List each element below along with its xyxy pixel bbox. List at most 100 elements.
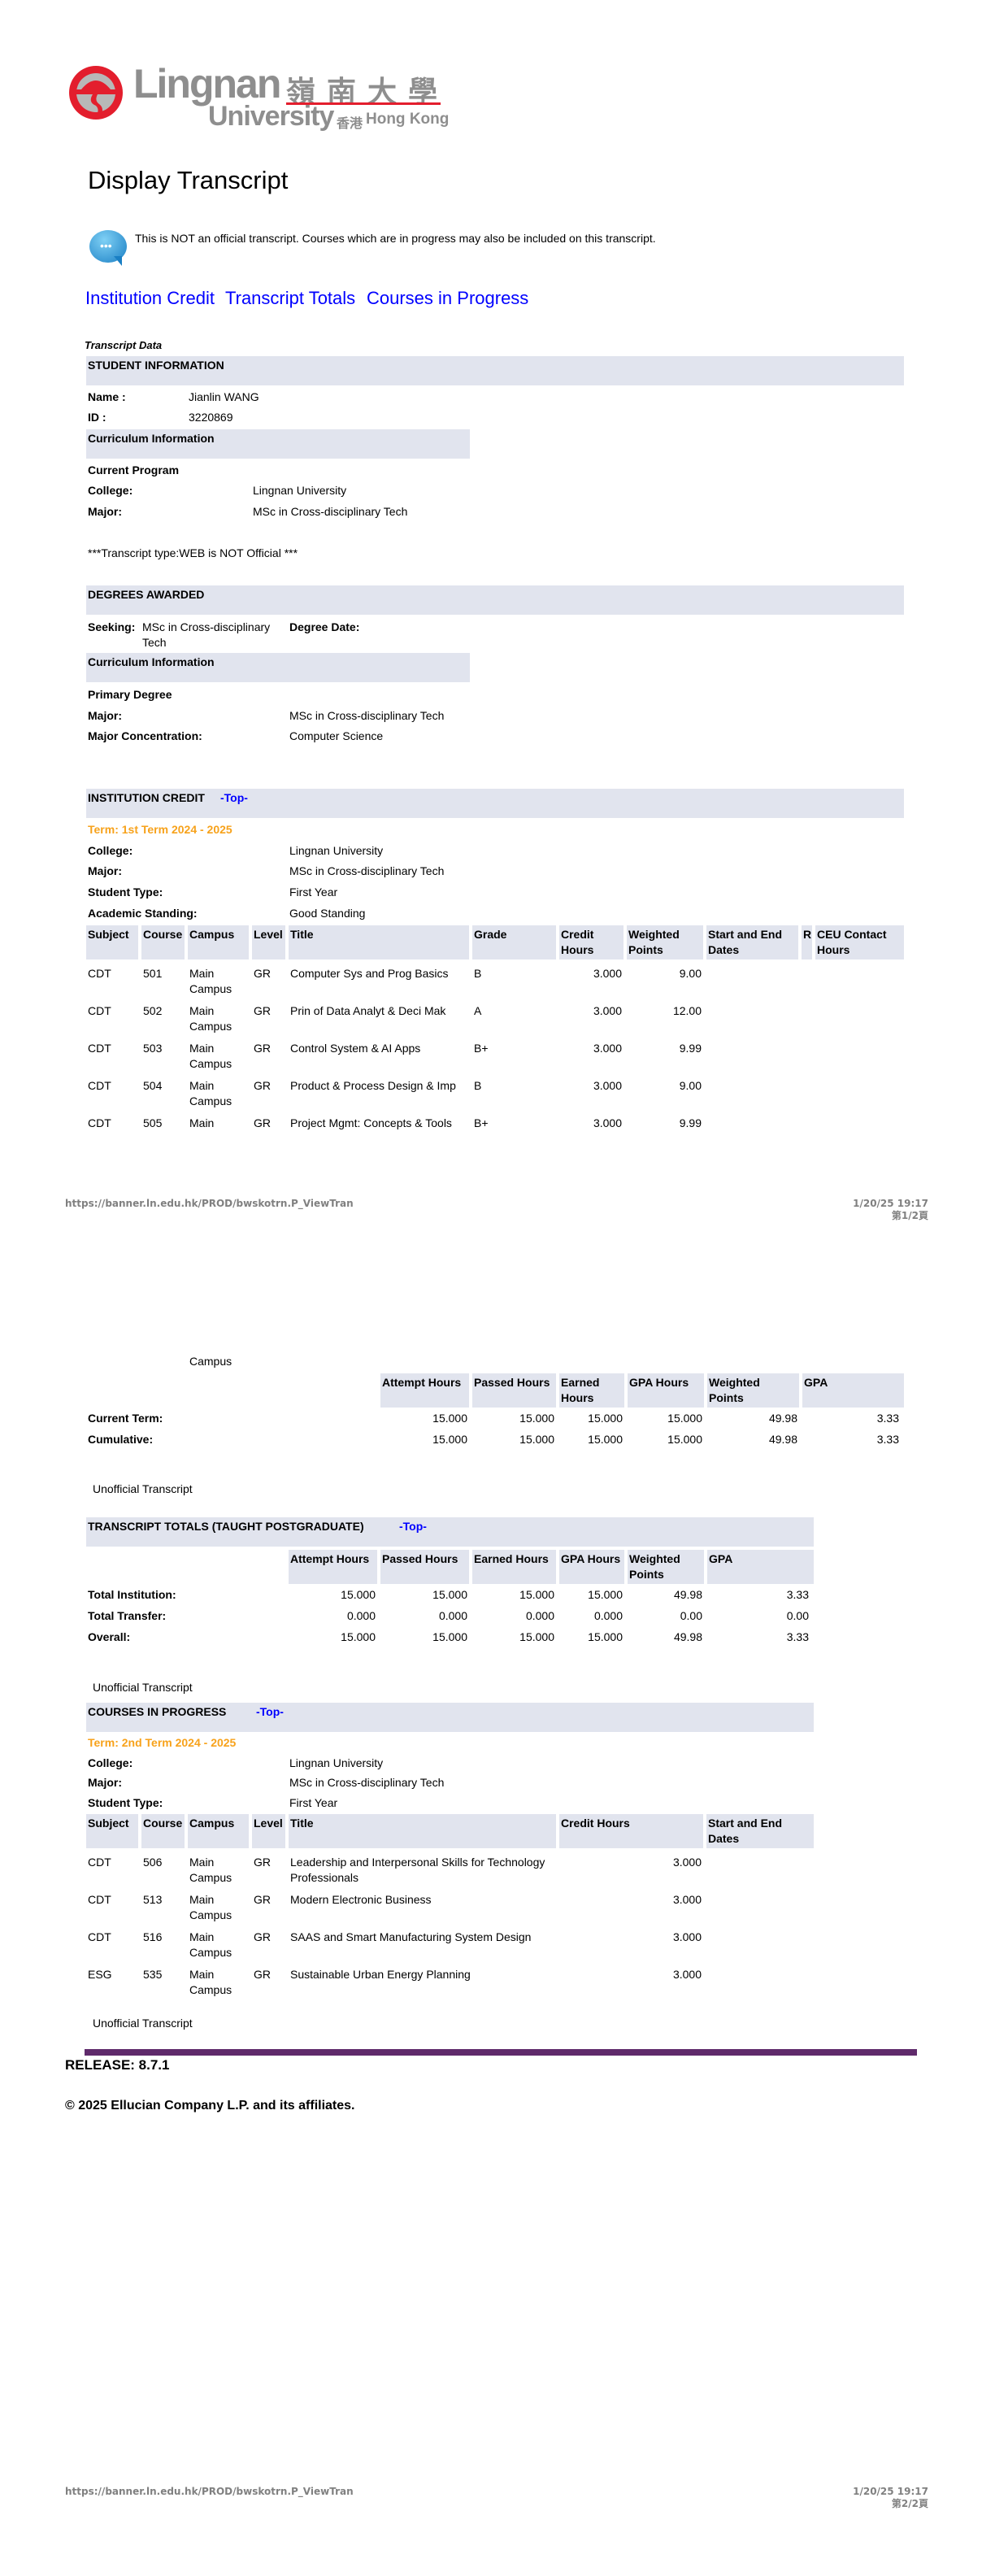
table-cell: Leadership and Interpersonal Skills for … (290, 1856, 545, 1884)
table-cell: 49.98 (768, 1433, 797, 1446)
table-cell: 3.33 (786, 1588, 809, 1601)
table-cell: B+ (474, 1116, 489, 1129)
logo-emblem-icon (69, 66, 123, 120)
column-header: Campus (188, 1814, 252, 1848)
table-cell: 503 (143, 1042, 163, 1055)
header-spacer (86, 1550, 289, 1584)
table-cell: 3.000 (593, 1079, 622, 1092)
degree-curriculum-header: Curriculum Information (86, 653, 470, 682)
table-cell (706, 959, 802, 997)
major-value: MSc in Cross-disciplinary Tech (253, 505, 408, 518)
top-link[interactable]: -Top- (220, 791, 248, 804)
table-cell (802, 997, 815, 1034)
cip-major-value: MSc in Cross-disciplinary Tech (289, 1776, 445, 1789)
table-cell: 15.000 (432, 1412, 467, 1425)
table-cell: 0.00 (680, 1609, 702, 1622)
table-cell: CDT (88, 1930, 111, 1943)
table-cell (802, 1034, 815, 1072)
table-cell: SAAS and Smart Manufacturing System Desi… (290, 1930, 532, 1943)
table-cell (706, 1960, 814, 1998)
degrees-awarded-header: DEGREES AWARDED (86, 585, 904, 615)
table-cell: Main Campus (189, 1930, 232, 1959)
table-cell: Main Campus (189, 1893, 232, 1921)
table-cell: 15.000 (588, 1433, 623, 1446)
top-link[interactable]: -Top- (399, 1520, 427, 1533)
column-header: Credit Hours (559, 1814, 706, 1848)
table-cell: Main Campus (189, 1004, 232, 1033)
transcript-totals-table: Attempt Hours Passed Hours Earned Hours GPA… (86, 1550, 814, 1647)
table-cell: GR (254, 1042, 271, 1055)
column-header: Title (289, 1814, 559, 1848)
transcript-type-note: ***Transcript type:WEB is NOT Official *… (88, 546, 298, 559)
table-cell (706, 1034, 802, 1072)
column-header: Subject (86, 1814, 141, 1848)
table-cell: CDT (88, 1116, 111, 1129)
table-row: Overall: 15.000 15.000 15.000 15.000 49.98 3.3… (86, 1626, 814, 1647)
table-cell: 15.000 (588, 1588, 623, 1601)
row-label: Current Term: (88, 1412, 163, 1425)
table-cell (802, 959, 815, 997)
table-cell: Product & Process Design & Imp (290, 1079, 456, 1092)
logo-sub: University (208, 101, 334, 132)
table-cell: GR (254, 1079, 271, 1092)
table-cell: CDT (88, 1856, 111, 1869)
term-label: Term: 1st Term 2024 - 2025 (88, 823, 232, 836)
logo-underline (286, 102, 441, 105)
table-cell (815, 1072, 904, 1109)
table-header-row: Subject Course Campus Level Title Credit Hour… (86, 1814, 814, 1848)
table-cell (802, 1109, 815, 1145)
table-cell: 9.00 (679, 1079, 702, 1092)
degree-date-label: Degree Date: (289, 620, 360, 633)
table-cell (706, 1923, 814, 1960)
table-cell: ESG (88, 1968, 112, 1981)
table-cell: 502 (143, 1004, 163, 1017)
table-cell: 3.000 (593, 967, 622, 980)
column-header: Earned Hours (472, 1550, 559, 1584)
column-header: Credit Hours (559, 925, 627, 959)
table-cell: 506 (143, 1856, 163, 1869)
column-header: CEU Contact Hours (815, 925, 904, 959)
column-header: Earned Hours (559, 1373, 628, 1408)
term-gpa-table: Attempt Hours Passed Hours Earned Hours GPA… (86, 1373, 904, 1450)
top-link[interactable]: -Top- (256, 1705, 284, 1718)
table-row: Total Transfer: 0.000 0.000 0.000 0.000 0.00 0… (86, 1605, 814, 1626)
print-footer-datetime: 1/20/25 19:17 (853, 1198, 928, 1209)
table-row: Total Institution: 15.000 15.000 15.000 15.0… (86, 1584, 814, 1605)
table-cell: Computer Sys and Prog Basics (290, 967, 449, 980)
column-header: Course (141, 1814, 188, 1848)
table-cell: CDT (88, 1004, 111, 1017)
column-header: Attempt Hours (380, 1373, 472, 1408)
table-cell: Modern Electronic Business (290, 1893, 432, 1906)
table-cell: CDT (88, 967, 111, 980)
table-row: Current Term: 15.000 15.000 15.000 15.000 49.… (86, 1408, 904, 1429)
nav-link-institution-credit[interactable]: Institution Credit (85, 288, 215, 308)
table-cell: 49.98 (673, 1630, 702, 1643)
column-header: Attempt Hours (289, 1550, 380, 1584)
column-header: Grade (472, 925, 559, 959)
table-row: CDT 503 Main Campus GR Control System & AI A… (86, 1034, 904, 1072)
table-cell: CDT (88, 1893, 111, 1906)
table-row: Cumulative: 15.000 15.000 15.000 15.000 49.98… (86, 1429, 904, 1450)
transcript-data-caption: Transcript Data (85, 339, 163, 351)
college-label: College: (88, 484, 133, 497)
table-cell (802, 1072, 815, 1109)
column-header: Weighted Points (707, 1373, 802, 1408)
table-row: CDT 502 Main Campus GR Prin of Data Analyt &… (86, 997, 904, 1034)
cip-student-type-value: First Year (289, 1796, 338, 1809)
degree-major-label: Major: (88, 709, 122, 722)
table-cell: 15.000 (519, 1412, 554, 1425)
table-cell: 9.99 (679, 1042, 702, 1055)
nav-link-transcript-totals[interactable]: Transcript Totals (225, 288, 356, 308)
courses-in-progress-header: COURSES IN PROGRESS -Top- (86, 1703, 814, 1732)
table-cell: 0.000 (438, 1609, 467, 1622)
college-value: Lingnan University (253, 484, 347, 497)
table-cell: 3.000 (593, 1116, 622, 1129)
unofficial-transcript-3: Unofficial Transcript (93, 2017, 193, 2030)
footer-rule (85, 2049, 917, 2056)
table-cell: 0.000 (525, 1609, 554, 1622)
primary-degree-label: Primary Degree (88, 688, 172, 701)
table-cell: 501 (143, 967, 163, 980)
nav-link-courses-in-progress[interactable]: Courses in Progress (367, 288, 529, 308)
seeking-value-cont: Tech (142, 636, 167, 649)
table-cell: GR (254, 1004, 271, 1017)
